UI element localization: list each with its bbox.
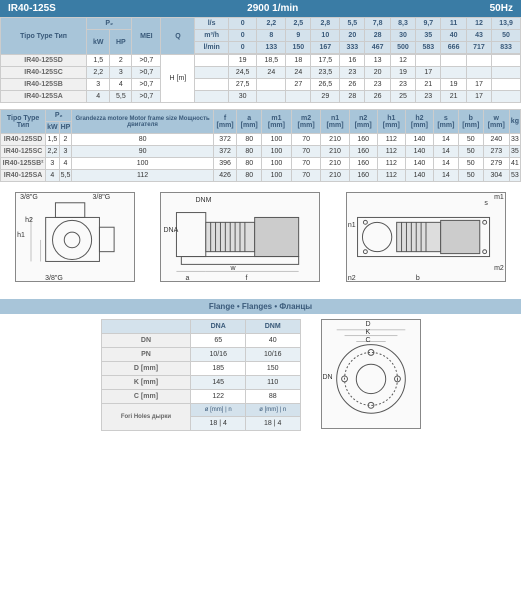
table-row: IR40-125SA45,511242680100702101601121401… (1, 170, 521, 182)
flange-diagram: D K C DN (321, 319, 421, 431)
model-title: IR40-125S (8, 3, 56, 14)
h-label: H [m] (161, 55, 195, 103)
flange-title: Flange • Flanges • Фланцы (0, 299, 521, 314)
col-p2-2: P₂ (46, 110, 72, 122)
table-row: IR40-125SD1,5280372801007021016011214014… (1, 134, 521, 146)
col-q: Q (161, 18, 195, 55)
q-ls: l/s (195, 18, 228, 30)
pump-top-diagram: s m1 m2 n1 n2 b (346, 192, 506, 284)
col-kw: kW (87, 30, 110, 55)
table-row: IR40-125SC2,23>0,7 24,5242423,523201917 (1, 67, 521, 79)
table-row: IR40-125SB²34100396801007021016011214014… (1, 158, 521, 170)
col-mei: MEI (132, 18, 161, 55)
flange-section: Flange • Flanges • Фланцы DNADNM DN6540 … (0, 299, 521, 436)
table-row: IR40-125SA45,5>0,7 3029282625232117 (1, 91, 521, 103)
flange-table: DNADNM DN6540 PN10/1610/16 D [mm]185150 … (101, 319, 301, 431)
table-row: IR40-125SD1,52>0,7 H [m] 1918,51817,5161… (1, 55, 521, 67)
table-row: IR40-125SC2,2390372801007021016011214014… (1, 146, 521, 158)
dimensions-table: Tipo Type Тип P₂ Grandezza motore Motor … (0, 109, 521, 182)
q-lmin: l/min (195, 42, 228, 54)
col-hp: HP (110, 30, 132, 55)
pump-side-diagram: DNM DNA a f w (160, 192, 320, 284)
q-m3h: m³/h (195, 30, 228, 42)
pump-front-diagram: 3/8"G 3/8"G 3/8"G h1 h2 (15, 192, 135, 284)
hz-label: 50Hz (490, 3, 513, 14)
performance-table: Tipo Type Тип P₂ MEI Q l/s 02,22,52,85,5… (0, 17, 521, 103)
col-tipo: Tipo Type Тип (1, 18, 87, 55)
table-row: IR40-125SB34>0,7 27,52726,5262323211917 (1, 79, 521, 91)
rpm-label: 2900 1/min (247, 3, 298, 14)
col-p2: P₂ (87, 18, 132, 30)
diagram-row: 3/8"G 3/8"G 3/8"G h1 h2 DNM DNA a f w s … (0, 182, 521, 294)
